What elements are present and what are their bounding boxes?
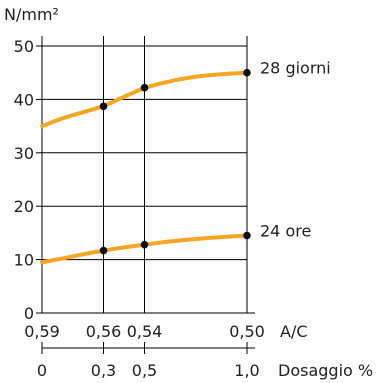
series-label: 28 giorni [260,59,331,78]
data-point [243,231,251,240]
grid [42,36,248,313]
y-axis-unit: N/mm² [4,5,59,24]
x-ac-axis-label: A/C [280,322,308,341]
dosage-tick-label: 1,0 [234,361,259,380]
x-axis-dosage: 0 0,3 0,5 1,0 Dosaggio % [37,342,373,380]
y-tick-labels: 0 10 20 30 40 50 [14,37,34,323]
series-layer: 28 giorni 24 ore [40,59,331,265]
data-point [99,246,108,255]
y-tick-label: 10 [14,251,34,270]
y-tick-label: 20 [14,197,34,216]
data-point [140,83,149,92]
dosage-tick-label: 0,5 [132,361,157,380]
y-tick-label: 40 [14,90,34,109]
x-ac-tick-label: 0,56 [86,322,122,341]
axes [36,36,255,314]
series-label: 24 ore [260,222,311,241]
data-point [99,102,108,111]
y-tick-label: 50 [14,37,34,56]
x-ac-tick-label: 0,54 [127,322,163,341]
data-point [243,68,251,77]
y-tick-label: 30 [14,144,34,163]
x-ac-tick-label: 0,50 [229,322,265,341]
y-tick-label: 0 [24,304,34,323]
x-axis-ac: 0,59 0,56 0,54 0,50 A/C [24,322,307,341]
x-ac-tick-label: 0,59 [24,322,60,341]
dosage-axis-label: Dosaggio % [278,361,373,380]
dosage-tick-label: 0 [37,361,47,380]
dosage-tick-label: 0,3 [91,361,116,380]
data-point [140,240,149,249]
